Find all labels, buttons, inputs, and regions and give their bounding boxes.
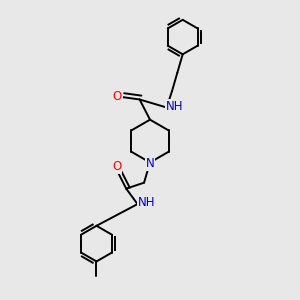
Text: NH: NH bbox=[138, 196, 155, 209]
Text: O: O bbox=[112, 160, 121, 173]
Text: NH: NH bbox=[166, 100, 184, 113]
Text: O: O bbox=[112, 90, 122, 103]
Text: N: N bbox=[146, 157, 154, 169]
